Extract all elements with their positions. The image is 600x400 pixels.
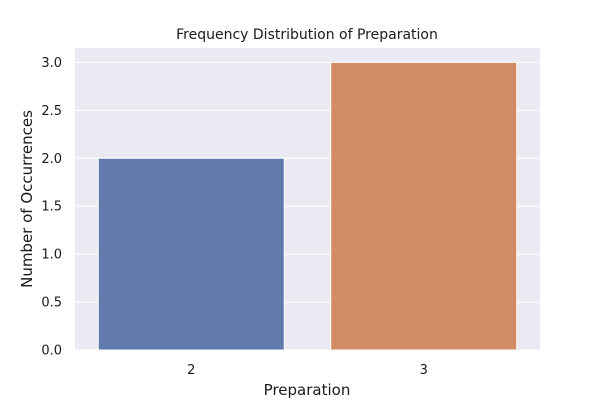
y-axis-label: Number of Occurrences	[18, 110, 36, 288]
x-axis-label: Preparation	[264, 381, 351, 399]
bar-3	[330, 61, 518, 351]
y-tick-label: 1.0	[41, 248, 62, 263]
x-tick-label: 2	[187, 363, 195, 378]
y-tick-label: 1.5	[41, 200, 62, 215]
chart-title: Frequency Distribution of Preparation	[176, 27, 438, 43]
y-axis-ticks: 0.0 0.5 1.0 1.5 2.0 2.5 3.0	[41, 56, 62, 359]
y-tick-label: 2.0	[41, 152, 62, 167]
y-tick-label: 0.5	[41, 296, 62, 311]
bars	[97, 61, 518, 351]
x-tick-label: 3	[420, 363, 428, 378]
y-tick-label: 3.0	[41, 56, 62, 71]
bar-2	[97, 157, 285, 351]
y-tick-label: 2.5	[41, 104, 62, 119]
y-tick-label: 0.0	[41, 344, 62, 359]
